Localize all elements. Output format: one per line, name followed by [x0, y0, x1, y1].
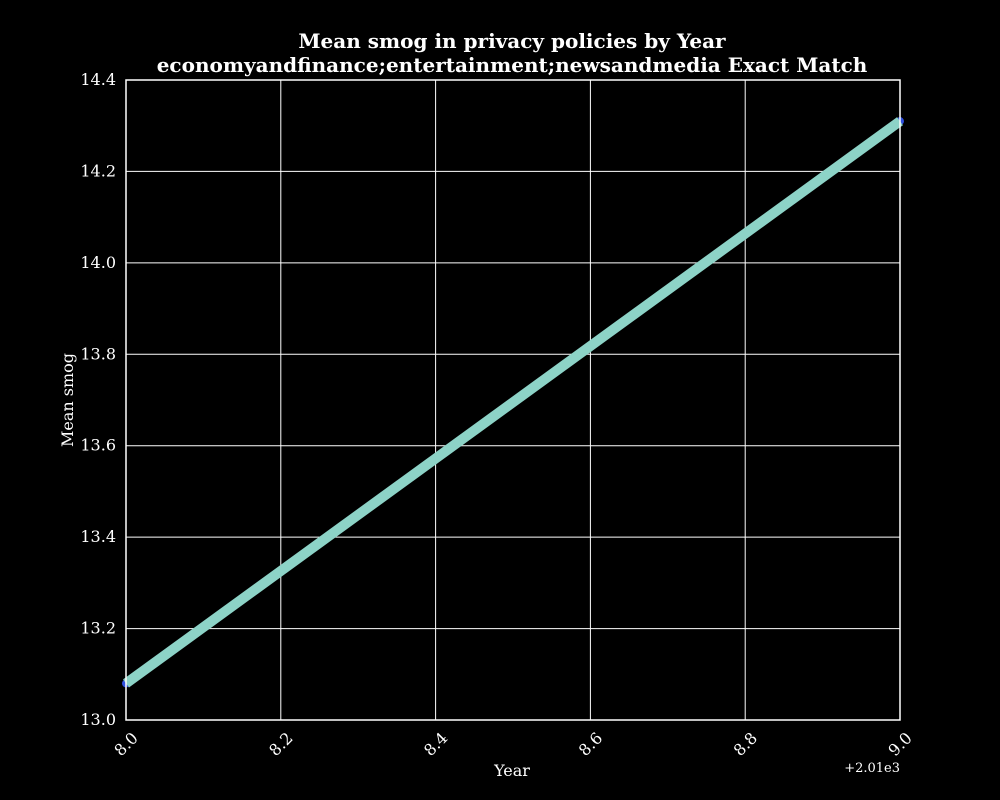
x-tick-label: 9.0 [884, 728, 915, 759]
y-tick-label: 13.6 [80, 436, 116, 455]
y-tick-label: 14.4 [80, 70, 116, 89]
y-tick-label: 13.0 [80, 710, 116, 729]
x-tick-label: 8.8 [730, 728, 761, 759]
x-axis-label: Year [493, 761, 530, 780]
x-tick-label: 8.4 [420, 728, 451, 759]
y-axis-label: Mean smog [58, 353, 77, 447]
x-tick-label: 8.0 [110, 728, 141, 759]
x-tick-label: 8.6 [575, 728, 606, 759]
y-tick-label: 13.2 [80, 619, 116, 638]
y-tick-label: 13.4 [80, 527, 116, 546]
x-tick-label: 8.2 [265, 728, 296, 759]
y-tick-label: 14.0 [80, 253, 116, 272]
series-line-overlay [123, 117, 903, 687]
chart-title: Mean smog in privacy policies by Year [298, 29, 726, 53]
x-offset-label: +2.01e3 [844, 761, 900, 776]
chart-subtitle: economyandfinance;entertainment;newsandm… [157, 53, 868, 77]
plot-frame [125, 79, 901, 721]
series-layer [122, 117, 904, 688]
y-tick-label: 13.8 [80, 344, 116, 363]
y-tick-label: 14.2 [80, 161, 116, 180]
